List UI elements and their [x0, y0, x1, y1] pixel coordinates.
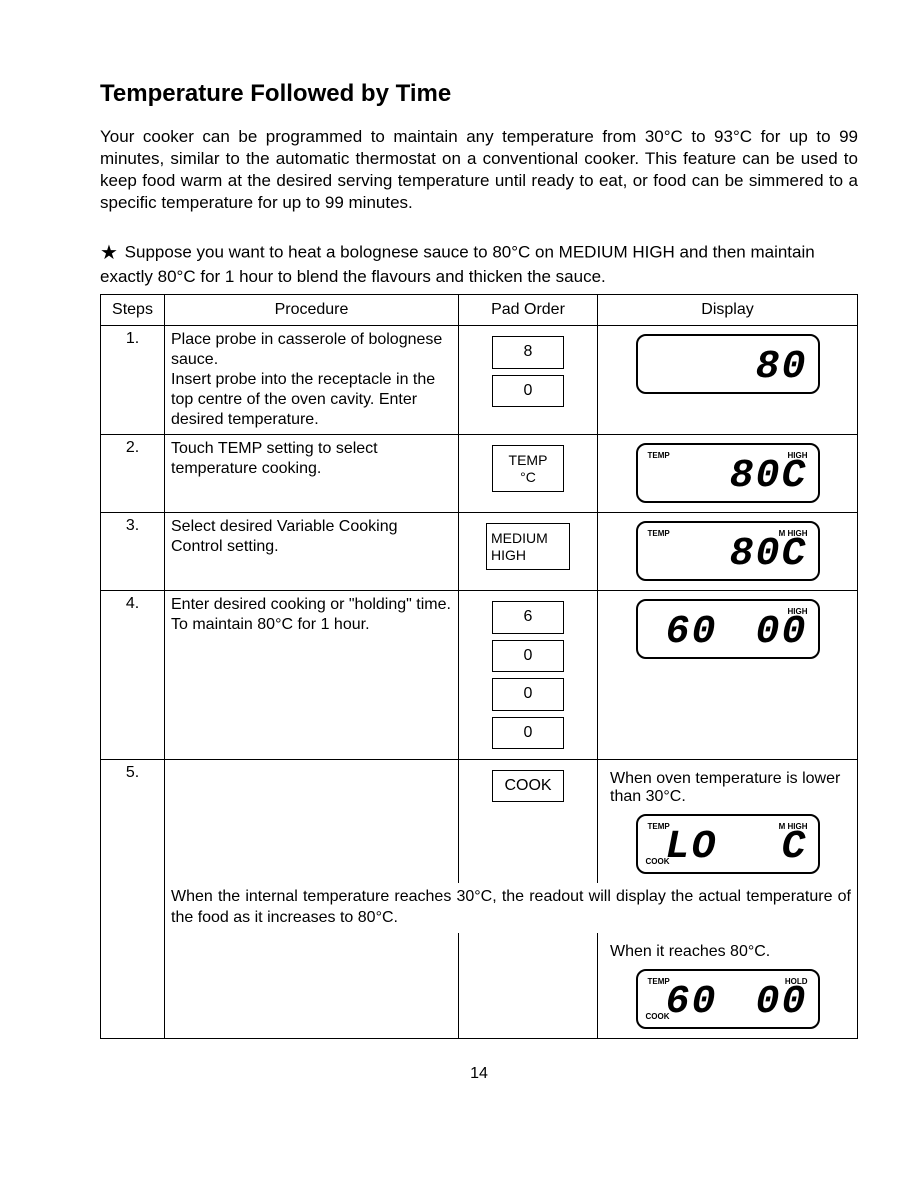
pad-order-cell: TEMP°C [459, 435, 598, 513]
pad-button: 0 [492, 678, 564, 710]
table-row: 4. Enter desired cooking or "holding" ti… [101, 591, 858, 760]
display-cell: TEMP M HIGH 80C [598, 513, 858, 591]
pad-button: 8 [492, 336, 564, 368]
table-row: 1. Place probe in casserole of bolognese… [101, 326, 858, 435]
pad-order-cell: 8 0 [459, 326, 598, 435]
header-procedure: Procedure [165, 295, 459, 326]
header-pad-order: Pad Order [459, 295, 598, 326]
instruction-table: Steps Procedure Pad Order Display 1. Pla… [100, 294, 858, 1038]
pad-button: 6 [492, 601, 564, 633]
procedure-text [165, 760, 459, 884]
example-paragraph: ★ Suppose you want to heat a bolognese s… [100, 240, 858, 288]
empty-cell [101, 883, 165, 933]
empty-cell [165, 933, 459, 1039]
display-cell: When it reaches 80°C. TEMP HOLD COOK 60 … [598, 933, 858, 1039]
header-display: Display [598, 295, 858, 326]
pad-button: TEMP°C [492, 445, 564, 491]
pad-button: MEDIUMHIGH [486, 523, 570, 569]
lcd-display: TEMP HIGH 80C [636, 443, 820, 503]
lcd-display: HIGH 60 00 [636, 599, 820, 659]
table-header-row: Steps Procedure Pad Order Display [101, 295, 858, 326]
empty-cell [101, 933, 165, 1039]
step-number: 5. [101, 760, 165, 884]
procedure-text: Touch TEMP setting to select temperature… [165, 435, 459, 513]
table-row: When it reaches 80°C. TEMP HOLD COOK 60 … [101, 933, 858, 1039]
page-title: Temperature Followed by Time [100, 80, 858, 108]
display-cell: When oven temperature is lower than 30°C… [598, 760, 858, 884]
table-row: 2. Touch TEMP setting to select temperat… [101, 435, 858, 513]
pad-button: 0 [492, 717, 564, 749]
lcd-tag-temp: TEMP [648, 451, 670, 460]
procedure-text: Enter desired cooking or "holding" time.… [165, 591, 459, 760]
span-note: When the internal temperature reaches 30… [165, 883, 858, 933]
star-icon: ★ [100, 240, 118, 266]
step-number: 4. [101, 591, 165, 760]
lcd-main: C [781, 825, 807, 870]
header-steps: Steps [101, 295, 165, 326]
step-number: 2. [101, 435, 165, 513]
lcd-left: 60 [666, 610, 718, 655]
procedure-text: Place probe in casserole of bolognese sa… [165, 326, 459, 435]
lcd-main: 80 [755, 345, 807, 390]
lcd-main: 80C [729, 532, 807, 577]
display-note: When oven temperature is lower than 30°C… [604, 764, 851, 810]
step-number: 3. [101, 513, 165, 591]
pad-button: 0 [492, 375, 564, 407]
example-text: Suppose you want to heat a bolognese sau… [100, 243, 815, 287]
table-row: When the internal temperature reaches 30… [101, 883, 858, 933]
display-cell: 80 [598, 326, 858, 435]
pad-order-cell: COOK [459, 760, 598, 884]
pad-order-cell: MEDIUMHIGH [459, 513, 598, 591]
lcd-left: 60 [666, 980, 718, 1025]
lcd-display: TEMP HOLD COOK 60 00 [636, 969, 820, 1029]
lcd-main: 00 [755, 980, 807, 1025]
display-cell: HIGH 60 00 [598, 591, 858, 760]
lcd-left: LO [666, 825, 718, 870]
lcd-display: TEMP M HIGH 80C [636, 521, 820, 581]
pad-button: COOK [492, 770, 564, 802]
table-row: 5. COOK When oven temperature is lower t… [101, 760, 858, 884]
display-note: When it reaches 80°C. [604, 937, 851, 965]
display-cell: TEMP HIGH 80C [598, 435, 858, 513]
pad-button: 0 [492, 640, 564, 672]
manual-page: Temperature Followed by Time Your cooker… [0, 0, 918, 1113]
lcd-display: 80 [636, 334, 820, 394]
lcd-main: 00 [755, 610, 807, 655]
page-number: 14 [100, 1065, 858, 1083]
lcd-display: TEMP M HIGH COOK LO C [636, 814, 820, 874]
step-number: 1. [101, 326, 165, 435]
pad-order-cell: 6 0 0 0 [459, 591, 598, 760]
lcd-tag-temp: TEMP [648, 529, 670, 538]
procedure-text: Select desired Variable Cooking Control … [165, 513, 459, 591]
intro-paragraph: Your cooker can be programmed to maintai… [100, 126, 858, 214]
lcd-main: 80C [729, 454, 807, 499]
table-row: 3. Select desired Variable Cooking Contr… [101, 513, 858, 591]
empty-cell [459, 933, 598, 1039]
